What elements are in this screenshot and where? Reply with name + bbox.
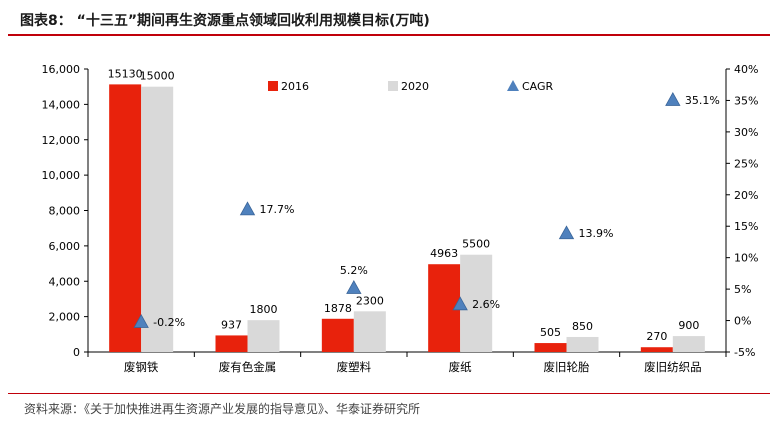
bar-value-label-2020: 900: [678, 319, 699, 332]
left-tick-label: 16,000: [42, 63, 81, 76]
bar-2020: [566, 336, 599, 352]
source-note: 资料来源：《关于加快推进再生资源产业发展的指导意见》、华泰证券研究所: [24, 402, 421, 416]
bar-2020: [353, 311, 386, 352]
left-tick-label: 0: [73, 346, 80, 359]
right-tick-label: 0%: [734, 315, 751, 328]
category-label: 废旧轮胎: [544, 360, 590, 374]
right-tick-label: 35%: [734, 94, 758, 107]
right-tick-label: 20%: [734, 189, 758, 202]
legend-label-2020: 2020: [401, 80, 429, 93]
legend-swatch-2016: [268, 81, 278, 91]
legend-marker-cagr: [507, 80, 519, 91]
category-label: 废钢铁: [124, 360, 159, 374]
cagr-value-label: 17.7%: [260, 203, 295, 216]
chart-title: 图表8： “十三五”期间再生资源重点领域回收利用规模目标(万吨): [20, 13, 430, 29]
bar-value-label-2016: 937: [221, 318, 242, 331]
category-label: 废旧纺织品: [644, 360, 702, 374]
title-bar: 图表8： “十三五”期间再生资源重点领域回收利用规模目标(万吨): [8, 4, 770, 34]
bar-value-label-2016: 15130: [108, 67, 143, 80]
right-tick-label: -5%: [734, 346, 755, 359]
cagr-marker: [665, 91, 681, 106]
right-tick-label: 10%: [734, 252, 758, 265]
bar-value-label-2016: 270: [646, 330, 667, 343]
cagr-marker: [558, 225, 575, 240]
cagr-marker: [133, 313, 149, 328]
right-tick-label: 30%: [734, 126, 758, 139]
bar-value-label-2020: 850: [572, 320, 593, 333]
bar-2020: [247, 320, 280, 352]
cagr-value-label: 13.9%: [579, 227, 614, 240]
bar-2020: [141, 86, 174, 352]
bar-value-label-2020: 15000: [140, 70, 175, 83]
bar-2016: [215, 335, 248, 352]
cagr-marker: [239, 201, 256, 216]
left-tick-label: 8,000: [49, 205, 81, 218]
bar-2016: [534, 343, 567, 352]
bar-2020: [672, 336, 705, 352]
right-tick-label: 25%: [734, 157, 758, 170]
right-tick-label: 5%: [734, 283, 751, 296]
bar-2016: [640, 347, 673, 352]
cagr-marker: [346, 280, 362, 294]
left-tick-label: 10,000: [42, 169, 81, 182]
bar-value-label-2020: 5500: [462, 238, 490, 251]
bar-2016: [321, 318, 354, 352]
cagr-marker: [452, 296, 468, 311]
bar-value-label-2020: 1800: [250, 303, 278, 316]
legend-label-cagr: CAGR: [522, 80, 554, 93]
cagr-value-label: -0.2%: [153, 316, 185, 329]
bar-value-label-2016: 505: [540, 326, 561, 339]
left-tick-label: 2,000: [49, 311, 81, 324]
cagr-value-label: 2.6%: [472, 298, 500, 311]
category-label: 废塑料: [337, 360, 372, 374]
category-label: 废纸: [449, 360, 472, 374]
left-tick-label: 6,000: [49, 240, 81, 253]
cagr-value-label: 5.2%: [340, 264, 368, 277]
bar-value-label-2016: 4963: [430, 247, 458, 260]
bar-value-label-2020: 2300: [356, 294, 384, 307]
bar-2020: [460, 254, 493, 352]
bar-2016: [109, 84, 142, 352]
left-tick-label: 4,000: [49, 275, 81, 288]
legend-swatch-2020: [388, 81, 398, 91]
bottom-rule: [8, 393, 770, 394]
cagr-value-label: 35.1%: [685, 94, 720, 107]
left-tick-label: 14,000: [42, 98, 81, 111]
left-tick-label: 12,000: [42, 134, 81, 147]
top-rule: [8, 34, 770, 36]
right-tick-label: 15%: [734, 220, 758, 233]
right-tick-label: 40%: [734, 63, 758, 76]
category-label: 废有色金属: [219, 360, 277, 374]
legend-label-2016: 2016: [281, 80, 309, 93]
bar-value-label-2016: 1878: [324, 302, 352, 315]
